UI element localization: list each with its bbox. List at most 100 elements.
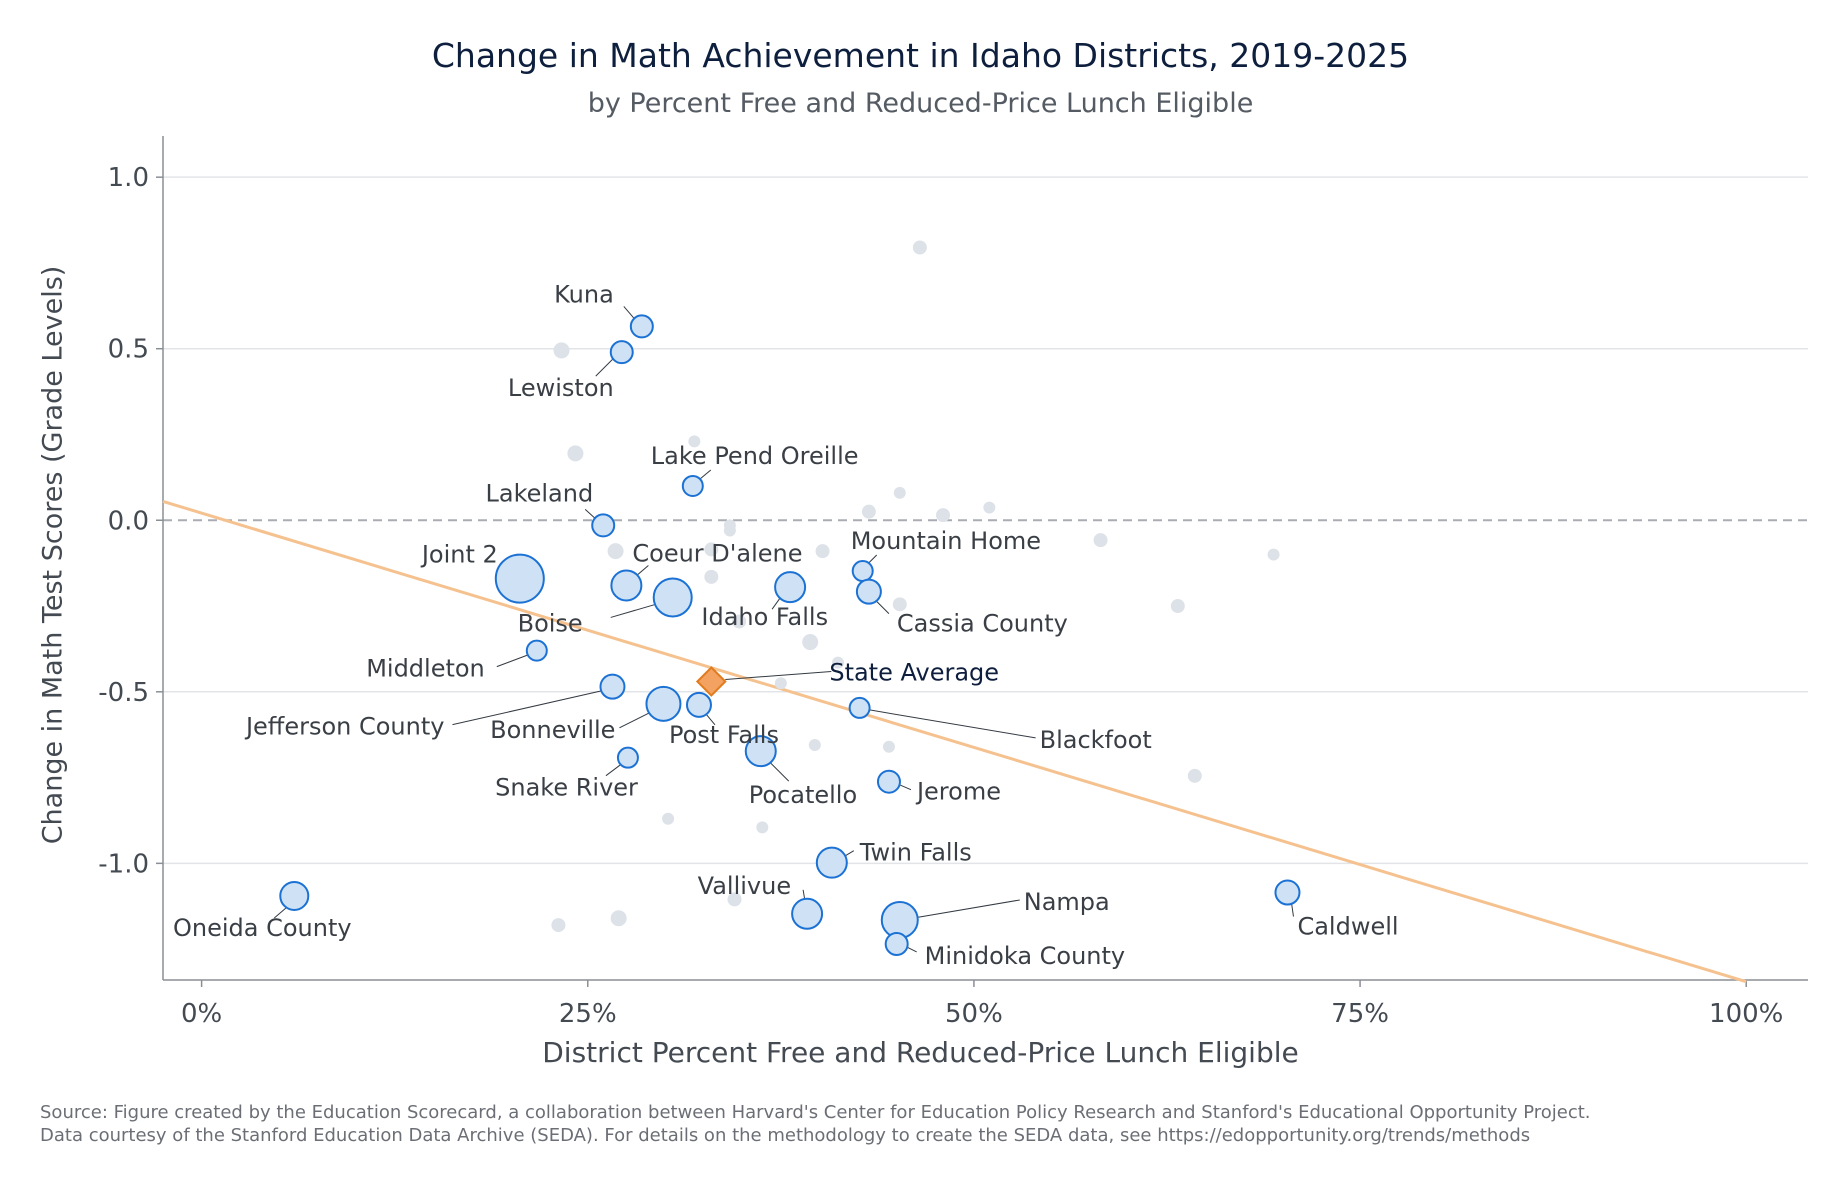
leader-line bbox=[619, 711, 652, 729]
district-label: Boise bbox=[518, 609, 583, 637]
district-point bbox=[861, 504, 876, 519]
district-point bbox=[855, 578, 882, 605]
x-tick-label: 25% bbox=[559, 999, 617, 1029]
district-label: Blackfoot bbox=[1040, 726, 1152, 754]
y-tick-label: -0.5 bbox=[98, 678, 149, 708]
x-tick-label: 50% bbox=[945, 999, 1003, 1029]
district-point bbox=[732, 614, 747, 629]
district-point bbox=[607, 543, 624, 560]
district-label: Lewiston bbox=[508, 374, 614, 402]
district-label: Idaho Falls bbox=[701, 603, 828, 631]
district-point bbox=[815, 544, 830, 559]
district-point bbox=[279, 880, 310, 911]
district-point bbox=[685, 691, 712, 718]
district-label: Snake River bbox=[495, 774, 638, 802]
district-point bbox=[882, 740, 895, 753]
x-axis-label: District Percent Free and Reduced-Price … bbox=[542, 1036, 1299, 1069]
labeled-districts-layer bbox=[279, 314, 1301, 956]
district-label: Middleton bbox=[366, 655, 485, 683]
leader-line bbox=[868, 554, 878, 564]
district-point bbox=[831, 656, 844, 669]
district-point bbox=[744, 735, 777, 768]
source-note: Source: Figure created by the Education … bbox=[40, 1101, 1591, 1147]
district-point bbox=[723, 524, 736, 537]
district-label: Oneida County bbox=[173, 914, 352, 942]
district-label: Kuna bbox=[554, 280, 614, 308]
district-labels-layer: Kuna Lewiston Lake Pend Oreille Lakeland Joi… bbox=[173, 280, 1399, 970]
district-label: Pocatello bbox=[749, 781, 857, 809]
axes-layer: 1.0 0.5 0.0 -0.5 -1.0 0% 25% 50% 75% 100% bbox=[98, 136, 1808, 1029]
district-label: Twin Falls bbox=[859, 839, 972, 867]
source-line-2: Data courtesy of the Stanford Education … bbox=[40, 1125, 1531, 1146]
district-point bbox=[629, 314, 654, 339]
leader-line bbox=[913, 899, 1020, 919]
district-point bbox=[567, 445, 584, 462]
state-average-label: State Average bbox=[829, 659, 999, 687]
district-point bbox=[553, 342, 570, 359]
district-point bbox=[893, 486, 906, 499]
district-point bbox=[791, 897, 824, 930]
district-point bbox=[936, 508, 951, 523]
leader-line bbox=[452, 690, 603, 726]
other-districts-layer bbox=[551, 240, 1280, 933]
district-point bbox=[652, 577, 693, 618]
trend-layer bbox=[162, 499, 1747, 984]
leader-line bbox=[595, 357, 615, 377]
district-point bbox=[610, 910, 627, 927]
leader-line bbox=[874, 599, 890, 614]
district-point bbox=[1274, 879, 1301, 906]
district-point bbox=[808, 738, 821, 751]
trend-line bbox=[162, 499, 1747, 984]
district-point bbox=[774, 571, 807, 604]
district-point bbox=[774, 677, 787, 690]
district-point bbox=[591, 513, 616, 538]
leader-line bbox=[1290, 902, 1294, 917]
district-label: Minidoka County bbox=[925, 942, 1125, 970]
district-point bbox=[756, 821, 769, 834]
district-point bbox=[1170, 599, 1185, 614]
district-label: Cassia County bbox=[897, 610, 1068, 638]
district-point bbox=[1093, 533, 1108, 548]
district-point bbox=[912, 240, 927, 255]
district-point bbox=[1267, 548, 1280, 561]
district-label: Caldwell bbox=[1297, 913, 1398, 941]
leader-line bbox=[496, 654, 529, 668]
leader-line bbox=[725, 671, 832, 681]
x-tick-label: 0% bbox=[181, 999, 222, 1029]
district-label: Post Falls bbox=[669, 721, 779, 749]
district-point bbox=[704, 569, 719, 584]
chart-subtitle: by Percent Free and Reduced-Price Lunch … bbox=[587, 88, 1254, 119]
district-point bbox=[815, 846, 848, 879]
district-point bbox=[876, 769, 901, 794]
x-tick-label: 100% bbox=[1709, 999, 1783, 1029]
grid-layer bbox=[163, 176, 1808, 865]
district-label: Vallivue bbox=[698, 872, 791, 900]
district-point bbox=[688, 435, 701, 448]
district-point bbox=[1187, 768, 1202, 783]
district-label: Mountain Home bbox=[851, 527, 1041, 555]
district-point bbox=[599, 673, 626, 700]
y-tick-label: -1.0 bbox=[98, 849, 149, 879]
y-axis-label: Change in Math Test Scores (Grade Levels… bbox=[37, 265, 69, 845]
district-label: Nampa bbox=[1024, 888, 1110, 916]
district-label: Jerome bbox=[915, 778, 1001, 806]
district-point bbox=[525, 639, 548, 662]
district-point bbox=[645, 685, 682, 722]
district-point bbox=[616, 746, 639, 769]
district-label: Lake Pend Oreille bbox=[651, 442, 859, 470]
district-point bbox=[848, 696, 871, 719]
leader-line bbox=[610, 602, 659, 618]
district-point bbox=[892, 597, 907, 612]
district-point bbox=[681, 474, 704, 497]
y-tick-label: 0.5 bbox=[108, 335, 149, 365]
district-label: Joint 2 bbox=[420, 541, 498, 569]
district-point bbox=[662, 812, 675, 825]
district-point bbox=[609, 340, 634, 365]
district-point bbox=[610, 569, 643, 602]
leader-line bbox=[605, 763, 623, 777]
district-point bbox=[884, 931, 909, 956]
district-point bbox=[704, 542, 719, 557]
y-tick-label: 1.0 bbox=[108, 163, 149, 193]
y-tick-label: 0.0 bbox=[108, 506, 149, 536]
